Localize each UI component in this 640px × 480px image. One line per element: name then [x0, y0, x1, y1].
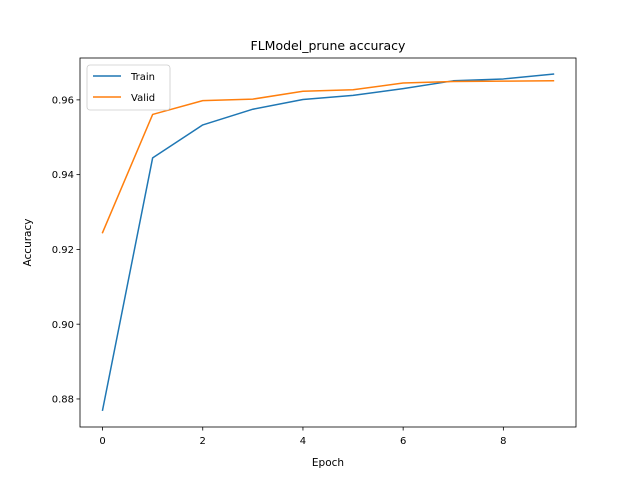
- x-tick-label: 6: [400, 436, 406, 447]
- x-tick-label: 4: [300, 436, 306, 447]
- x-axis-ticks: 0 2 4 6 8: [99, 427, 507, 447]
- y-tick-label: 0.90: [52, 320, 74, 331]
- chart-title: FLModel_prune accuracy: [251, 38, 407, 53]
- x-axis-label: Epoch: [312, 457, 344, 469]
- series-line-train: [101, 73, 555, 412]
- legend-label-train: Train: [130, 72, 155, 83]
- plot-frame: [79, 57, 577, 428]
- plot-area: [79, 57, 577, 428]
- x-tick-label: 8: [500, 436, 506, 447]
- y-tick-label: 0.92: [52, 245, 74, 256]
- legend: Train Valid: [86, 64, 171, 111]
- y-tick-label: 0.96: [52, 95, 74, 106]
- x-tick-label: 0: [99, 436, 105, 447]
- y-axis-label: Accuracy: [22, 219, 34, 267]
- series-line-valid: [101, 80, 555, 234]
- y-tick-label: 0.88: [52, 395, 74, 406]
- plot-background: [80, 58, 576, 427]
- series-layer: [101, 73, 555, 412]
- y-tick-label: 0.94: [52, 170, 74, 181]
- y-axis-ticks: 0.88 0.90 0.92 0.94 0.96: [52, 95, 80, 406]
- x-tick-label: 2: [200, 436, 206, 447]
- legend-box: [86, 64, 171, 111]
- legend-label-valid: Valid: [131, 93, 155, 104]
